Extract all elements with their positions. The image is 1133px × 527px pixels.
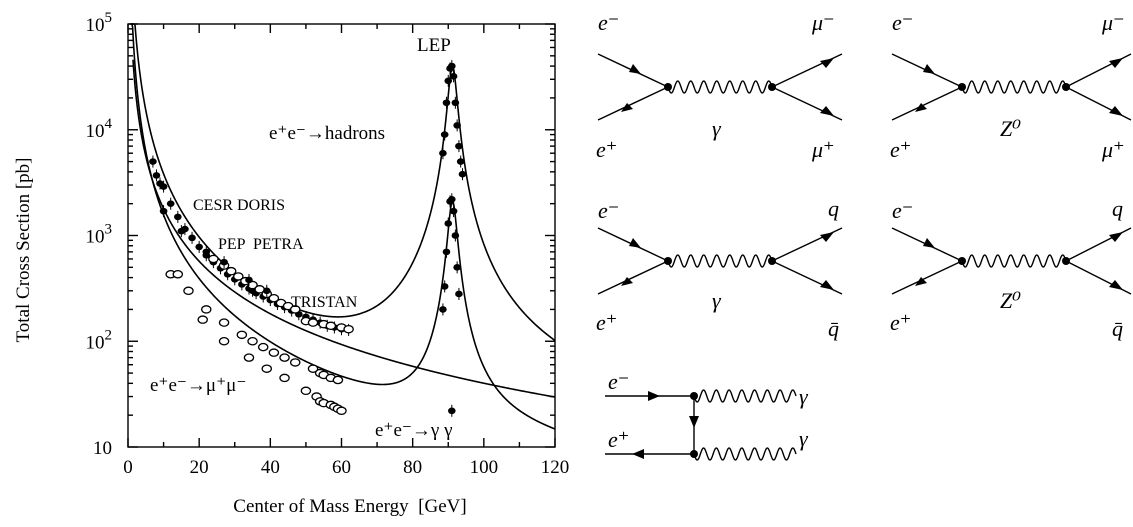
label-quark: q	[828, 196, 839, 221]
x-tick-label: 0	[123, 457, 133, 478]
y-axis-title: Total Cross Section [pb]	[13, 158, 34, 343]
label-mu-minus: μ⁻	[811, 10, 835, 35]
label-e-plus: e⁺	[596, 310, 617, 335]
annotation-cesr-doris: CESR DORIS	[193, 197, 285, 214]
data-point-open	[225, 266, 237, 276]
photon-propagator	[667, 80, 773, 94]
data-point-open	[300, 386, 312, 396]
data-point-open	[257, 342, 269, 352]
data-point-open	[307, 318, 319, 327]
x-tick-label: 60	[332, 457, 351, 478]
data-point-open	[236, 330, 248, 340]
label-mediator: Z⁰	[1000, 288, 1021, 313]
curve-hadrons	[130, 23, 556, 342]
data-point-open	[218, 336, 230, 346]
data-point-open	[332, 375, 344, 385]
label-antiquark: q̄	[1112, 316, 1123, 341]
data-point-open	[289, 305, 301, 314]
data-point-open	[218, 318, 230, 327]
annotation-hadrons: e⁺e⁻→hadrons	[269, 123, 385, 144]
chart-axes: 0 20 40 60 80 100 120 105 104 103 102 10	[86, 10, 570, 478]
label-quark: q	[1112, 196, 1123, 221]
label-e-minus: e⁻	[598, 198, 619, 223]
y-tick-label: 10	[93, 438, 112, 459]
label-e-minus: e⁻	[608, 369, 629, 394]
photon-line-bottom	[693, 447, 797, 461]
label-e-plus: e⁺	[890, 137, 911, 162]
annotation-pep-petra: PEP PETRA	[218, 236, 304, 253]
label-e-minus: e⁻	[892, 10, 913, 35]
annotation-mumu: e⁺e⁻→μ⁺μ⁻	[150, 375, 246, 396]
x-tick-label: 120	[541, 457, 570, 478]
data-point-open	[279, 353, 290, 362]
label-mediator: Z⁰	[1000, 116, 1021, 141]
data-point-open	[247, 280, 258, 290]
data-point-open	[208, 254, 219, 264]
data-point-open	[183, 286, 194, 296]
y-tick-label: 104	[86, 116, 113, 142]
data-point-open	[268, 348, 280, 357]
label-e-plus: e⁺	[596, 137, 617, 162]
data-points	[149, 60, 467, 417]
curve-mumu	[131, 23, 556, 430]
data-point-open	[268, 294, 280, 303]
data-point-open	[336, 406, 347, 416]
label-photon: γ	[799, 426, 809, 451]
x-axis-title: Center of Mass Energy [GeV]	[233, 496, 466, 517]
annotation-gammagamma: e⁺e⁻→γ γ	[375, 420, 452, 441]
feynman-diagram-ee-mumu-z: e⁻ e⁺ Z⁰ μ⁻ μ⁺	[890, 10, 1132, 162]
cross-section-chart: Total Cross Section [pb] Center of Mass …	[13, 10, 569, 517]
label-e-plus: e⁺	[608, 427, 629, 452]
theory-curves	[130, 23, 556, 430]
y-tick-label: 103	[86, 222, 113, 248]
data-point-open	[325, 321, 337, 331]
data-point-open	[201, 305, 212, 314]
z-propagator	[961, 80, 1067, 94]
label-mediator: γ	[712, 116, 722, 141]
data-point-open	[247, 336, 258, 346]
label-e-plus: e⁺	[890, 310, 911, 335]
data-point-open	[343, 324, 354, 334]
photon-propagator	[667, 254, 773, 268]
label-photon: γ	[799, 384, 809, 409]
x-tick-label: 40	[261, 457, 280, 478]
x-tick-label: 20	[190, 457, 209, 478]
data-point-open	[279, 373, 290, 383]
y-tick-label: 102	[86, 327, 113, 353]
label-mu-minus: μ⁻	[1101, 10, 1125, 35]
data-point-open	[261, 364, 273, 373]
x-tick-label: 80	[403, 457, 422, 478]
y-tick-label: 105	[86, 10, 113, 36]
data-point-open	[289, 358, 301, 367]
feynman-diagram-ee-gammagamma: e⁻ e⁺ γ γ	[605, 369, 809, 461]
x-tick-label: 100	[470, 457, 499, 478]
label-mediator: γ	[712, 288, 722, 313]
annotation-lep: LEP	[417, 35, 451, 56]
z-propagator	[961, 254, 1067, 268]
data-point-open	[172, 270, 184, 279]
label-antiquark: q̄	[828, 316, 839, 341]
data-point-open	[233, 272, 244, 281]
photon-line-top	[693, 389, 797, 403]
label-e-minus: e⁻	[892, 198, 913, 223]
label-e-minus: e⁻	[598, 10, 619, 35]
label-mu-plus: μ⁺	[811, 137, 835, 162]
annotation-tristan: TRISTAN	[291, 294, 358, 311]
data-point-open	[243, 353, 255, 362]
label-mu-plus: μ⁺	[1101, 137, 1125, 162]
feynman-diagram-ee-qq-z: e⁻ e⁺ Z⁰ q q̄	[890, 196, 1132, 341]
feynman-diagram-ee-qq-gamma: e⁻ e⁺ γ q q̄	[596, 196, 843, 341]
curve-gammagamma	[132, 59, 556, 398]
data-point-open	[307, 364, 319, 373]
feynman-diagram-ee-mumu-gamma: e⁻ e⁺ γ μ⁻ μ⁺	[596, 10, 843, 162]
data-point-open	[197, 315, 208, 324]
